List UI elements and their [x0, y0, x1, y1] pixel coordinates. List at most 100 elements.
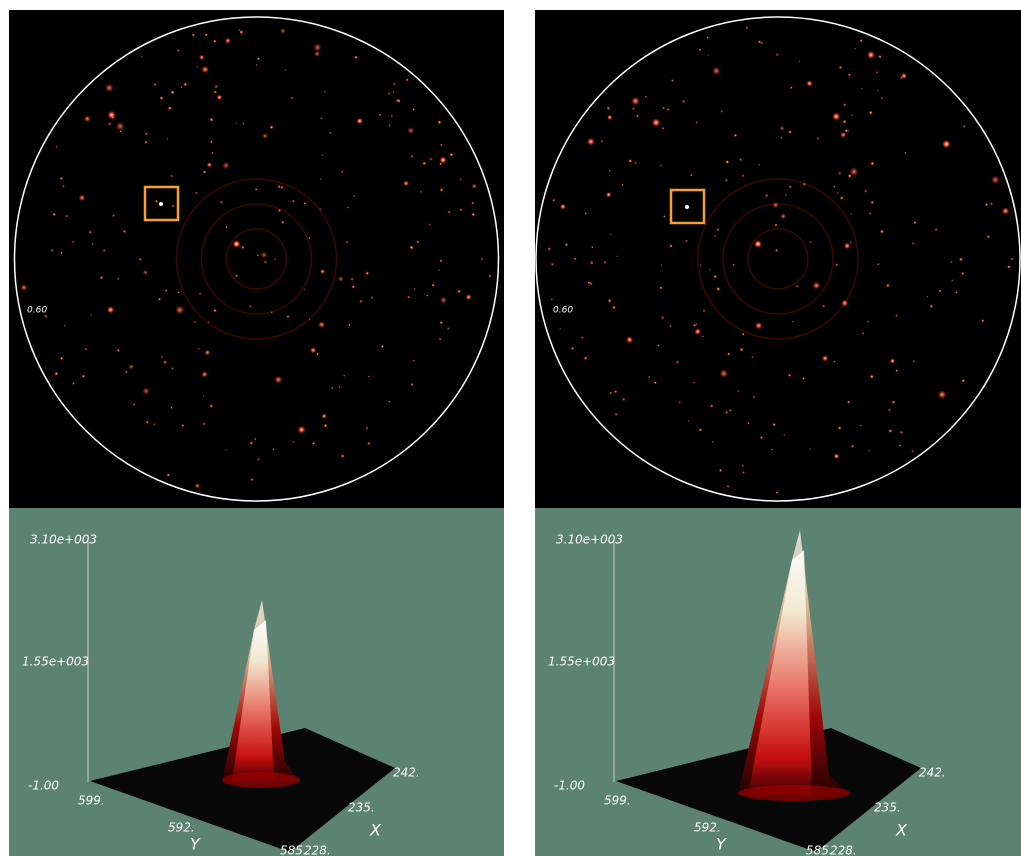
diffraction-spot — [775, 53, 779, 57]
y-tick-label: 592. — [168, 821, 195, 835]
diffraction-spot — [714, 234, 717, 237]
diffraction-spot — [235, 274, 238, 277]
diffraction-image — [9, 10, 504, 508]
diffraction-spot — [359, 299, 363, 303]
z-tick-label: 3.10e+003 — [30, 533, 97, 547]
diffraction-spot — [416, 240, 419, 243]
diffraction-spot — [85, 348, 88, 351]
diffraction-spot — [102, 249, 106, 253]
diffraction-spot — [720, 110, 723, 113]
diffraction-spot — [343, 374, 346, 377]
diffraction-spot — [940, 393, 943, 396]
panel: 0.603.10e+0031.55e+003-1.00599.592.585.2… — [535, 10, 1021, 856]
diffraction-spot — [939, 290, 942, 293]
diffraction-spot — [79, 195, 85, 201]
diffraction-spot — [141, 56, 143, 58]
diffraction-spot — [116, 122, 125, 131]
diffraction-spot — [648, 376, 651, 379]
diffraction-spot — [439, 321, 443, 325]
diffraction-spot — [209, 404, 213, 408]
diffraction-spot — [264, 260, 268, 264]
diffraction-spot — [950, 261, 952, 263]
diffraction-spot — [100, 276, 103, 279]
diffraction-spot — [850, 444, 854, 448]
diffraction-spot — [636, 114, 639, 117]
diffraction-spot — [628, 159, 632, 163]
diffraction-spot — [603, 261, 607, 265]
diffraction-spot — [788, 130, 791, 133]
diffraction-spot — [551, 262, 555, 266]
diffraction-spot — [213, 40, 216, 43]
diffraction-spot — [165, 289, 168, 292]
diffraction-spot — [725, 160, 729, 164]
diffraction-spot — [438, 120, 442, 124]
diffraction-spot — [146, 421, 149, 424]
diffraction-spot — [341, 454, 345, 458]
diffraction-spot — [429, 157, 433, 161]
diffraction-spot — [105, 84, 114, 93]
diffraction-spot — [379, 114, 382, 117]
diffraction-spot — [780, 213, 786, 219]
diffraction-spot — [273, 448, 275, 450]
diffraction-spot — [690, 174, 692, 176]
diffraction-spot — [410, 383, 413, 386]
peak-base — [222, 772, 300, 788]
diffraction-spot — [353, 195, 355, 197]
diffraction-spot — [888, 429, 892, 433]
diffraction-spot — [716, 228, 719, 231]
diffraction-spot — [843, 120, 847, 124]
diffraction-spot — [590, 261, 594, 265]
diffraction-spot — [833, 360, 835, 362]
diffraction-spot — [308, 318, 310, 320]
resolution-label: 0.60 — [27, 306, 47, 316]
diffraction-spot — [201, 371, 207, 377]
diffraction-spot — [331, 387, 334, 390]
diffraction-spot — [607, 115, 612, 120]
diffraction-spot — [338, 276, 343, 281]
diffraction-spot — [324, 424, 328, 428]
diffraction-spot — [64, 324, 67, 327]
diffraction-spot — [765, 194, 769, 198]
diffraction-spot — [860, 39, 863, 42]
diffraction-spot — [833, 185, 836, 188]
z-tick-label: 1.55e+003 — [548, 655, 615, 669]
diffraction-spot — [886, 284, 889, 287]
diffraction-spot — [840, 132, 846, 138]
diffraction-spot — [412, 359, 415, 362]
diffraction-spot — [616, 255, 618, 257]
diffraction-spot — [719, 469, 722, 472]
diffraction-spot — [459, 178, 462, 181]
diffraction-spot — [901, 73, 907, 79]
diffraction-spot — [171, 204, 174, 207]
diffraction-spot — [90, 314, 92, 316]
y-axis-label: Y — [716, 835, 727, 854]
diffraction-spot — [899, 430, 903, 434]
diffraction-spot — [622, 397, 626, 401]
diffraction-spot — [125, 371, 128, 374]
diffraction-spot — [410, 155, 413, 158]
diffraction-spot — [584, 212, 587, 215]
y-tick-label: 592. — [694, 821, 721, 835]
y-axis-label: Y — [190, 835, 201, 854]
diffraction-spot — [207, 321, 209, 323]
diffraction-spot — [241, 246, 245, 250]
diffraction-spot — [316, 353, 319, 356]
diffraction-spot — [422, 161, 426, 165]
diffraction-spot — [742, 471, 745, 474]
diffraction-spot — [50, 249, 54, 253]
diffraction-spot — [166, 138, 168, 140]
diffraction-spot — [254, 438, 257, 441]
diffraction-spot — [278, 209, 281, 212]
z-tick-label: 3.10e+003 — [556, 533, 623, 547]
diffraction-spot — [822, 355, 828, 361]
diffraction-spot — [345, 241, 348, 244]
diffraction-spot — [860, 424, 862, 426]
diffraction-spot — [771, 448, 773, 450]
diffraction-spot — [194, 321, 196, 323]
diffraction-spot — [257, 254, 260, 257]
diffraction-spot — [926, 296, 928, 298]
diffraction-spot — [210, 118, 214, 122]
diffraction-spot — [861, 87, 863, 89]
diffraction-spot — [352, 285, 355, 288]
diffraction-spot — [242, 122, 245, 125]
